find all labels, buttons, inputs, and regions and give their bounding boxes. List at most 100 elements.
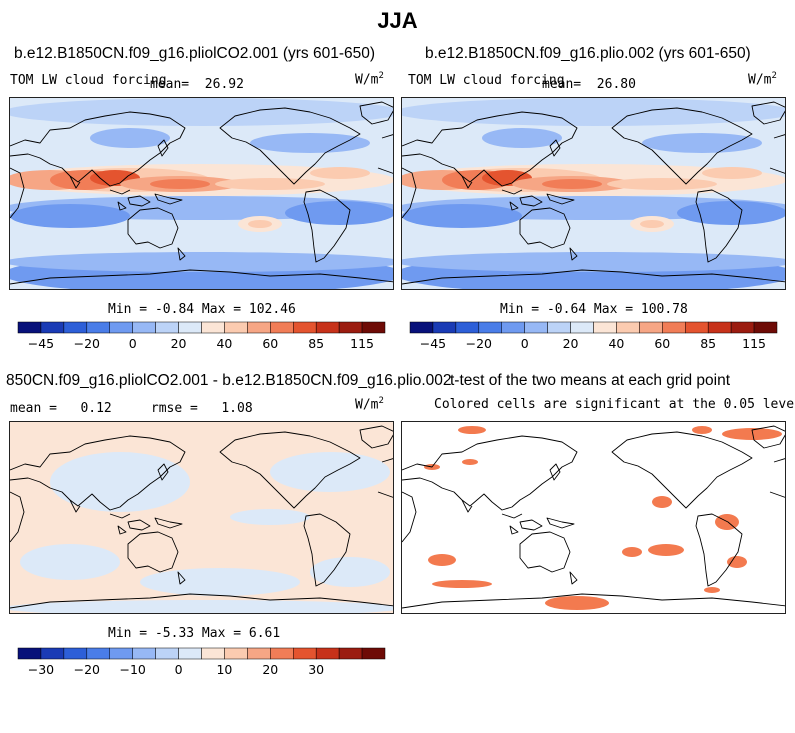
colorbar-swatch [201,647,225,660]
colorbar-swatch [178,321,202,334]
colorbar-tick-label: 115 [350,336,374,351]
colorbar-swatch [178,647,202,660]
panel2-minmax: Min = -0.64 Max = 100.78 [500,302,688,317]
panel3-title: 850CN.f09_g16.pliolCO2.001 - b.e12.B1850… [6,372,452,389]
colorbar-swatch [361,647,386,660]
colorbar-tick-label: −20 [74,662,100,677]
panel1-minmax: Min = -0.84 Max = 102.46 [108,302,296,317]
panel4-title: t-test of the two means at each grid poi… [450,372,731,389]
colorbar-tick-label: −45 [28,336,54,351]
panel2-colorbar: −45 −20 0 20 40 60 85 115 [409,321,778,360]
colorbar-tick-label: 85 [700,336,716,351]
colorbar-swatch [639,321,663,334]
colorbar-tick-label: 0 [521,336,529,351]
panel4-map [401,421,786,614]
colorbar-swatch [155,647,179,660]
colorbar-swatch [109,647,133,660]
colorbar-tick-label: 20 [262,662,278,677]
colorbar-swatch [524,321,548,334]
colorbar-swatch [315,321,340,334]
colorbar-swatch [132,321,156,334]
colorbar-swatch [361,321,386,334]
panel2-colorbar-svg: −45 −20 0 20 40 60 85 115 [409,321,778,351]
panel3-units: W/m2 [355,396,384,413]
panel2-field [402,98,785,289]
colorbar-swatch [315,647,340,660]
colorbar-swatch [753,321,778,334]
colorbar-swatch [338,321,363,334]
colorbar-tick-label: 10 [216,662,232,677]
colorbar-swatch [247,321,271,334]
panel1-contours [10,98,393,289]
colorbar-tick-label: −30 [28,662,54,677]
colorbar-tick-label: 60 [262,336,278,351]
colorbar-swatch [63,647,88,660]
colorbar-swatch [409,321,434,334]
colorbar-swatch [547,321,571,334]
colorbar-swatch [478,321,502,334]
colorbar-swatch [224,647,248,660]
panel1-field [10,98,393,289]
panel3-mean: mean = 0.12 rmse = 1.08 [10,401,253,416]
colorbar-tick-label: 115 [742,336,766,351]
colorbar-swatch [155,321,179,334]
colorbar-tick-label: −45 [420,336,446,351]
colorbar-swatch [201,321,225,334]
panel1-units: W/m2 [355,71,384,88]
colorbar-swatch [432,321,457,334]
colorbar-tick-label: 85 [308,336,324,351]
colorbar-swatch [338,647,363,660]
colorbar-swatch [86,321,110,334]
colorbar-swatch [270,321,294,334]
colorbar-tick-label: 20 [563,336,579,351]
panel1-colorbar-svg: −45 −20 0 20 40 60 85 115 [17,321,386,351]
colorbar-swatch [593,321,617,334]
panel2-contours [402,98,785,289]
colorbar-swatch [707,321,732,334]
colorbar-swatch [86,647,110,660]
colorbar-swatch [17,321,42,334]
colorbar-swatch [270,647,294,660]
colorbar-swatch [293,321,317,334]
colorbar-swatch [224,321,248,334]
panel4-subtitle: Colored cells are significant at the 0.0… [434,397,795,412]
panel2-mean: mean= 26.80 [542,77,636,92]
panel3-colorbar-svg: −30 −20 −10 0 10 20 30 [17,647,386,677]
panel2-title: b.e12.B1850CN.f09_g16.plio.002 (yrs 601-… [425,45,751,62]
panel3-minmax: Min = -5.33 Max = 6.61 [108,626,281,641]
panel1-title: b.e12.B1850CN.f09_g16.pliolCO2.001 (yrs … [14,45,376,62]
colorbar-tick-label: −10 [119,662,145,677]
colorbar-swatch [293,647,317,660]
colorbar-swatch [63,321,88,334]
panel2-units: W/m2 [748,71,777,88]
panel3-colorbar: −30 −20 −10 0 10 20 30 [17,647,386,686]
colorbar-swatch [455,321,480,334]
panel3-field [10,422,393,613]
panel2-variable: TOM LW cloud forcing [408,73,565,88]
colorbar-swatch [40,321,65,334]
colorbar-swatch [109,321,133,334]
colorbar-tick-label: 20 [171,336,187,351]
colorbar-tick-label: 0 [129,336,137,351]
colorbar-swatch [616,321,640,334]
colorbar-tick-label: −20 [74,336,100,351]
colorbar-swatch [247,647,271,660]
panel3-map [9,421,394,614]
colorbar-tick-label: 30 [308,662,324,677]
colorbar-swatch [132,647,156,660]
colorbar-tick-label: 60 [654,336,670,351]
colorbar-tick-label: 40 [608,336,624,351]
colorbar-swatch [730,321,755,334]
colorbar-swatch [17,647,42,660]
panel4-significant-cells [424,426,782,610]
panel4-field [402,422,785,613]
colorbar-swatch [662,321,686,334]
panel2-map [401,97,786,290]
figure-title: JJA [377,8,418,33]
panel1-mean: mean= 26.92 [150,77,244,92]
colorbar-swatch [685,321,709,334]
colorbar-tick-label: −20 [466,336,492,351]
panel1-colorbar: −45 −20 0 20 40 60 85 115 [17,321,386,360]
colorbar-tick-label: 0 [175,662,183,677]
panel1-variable: TOM LW cloud forcing [10,73,167,88]
